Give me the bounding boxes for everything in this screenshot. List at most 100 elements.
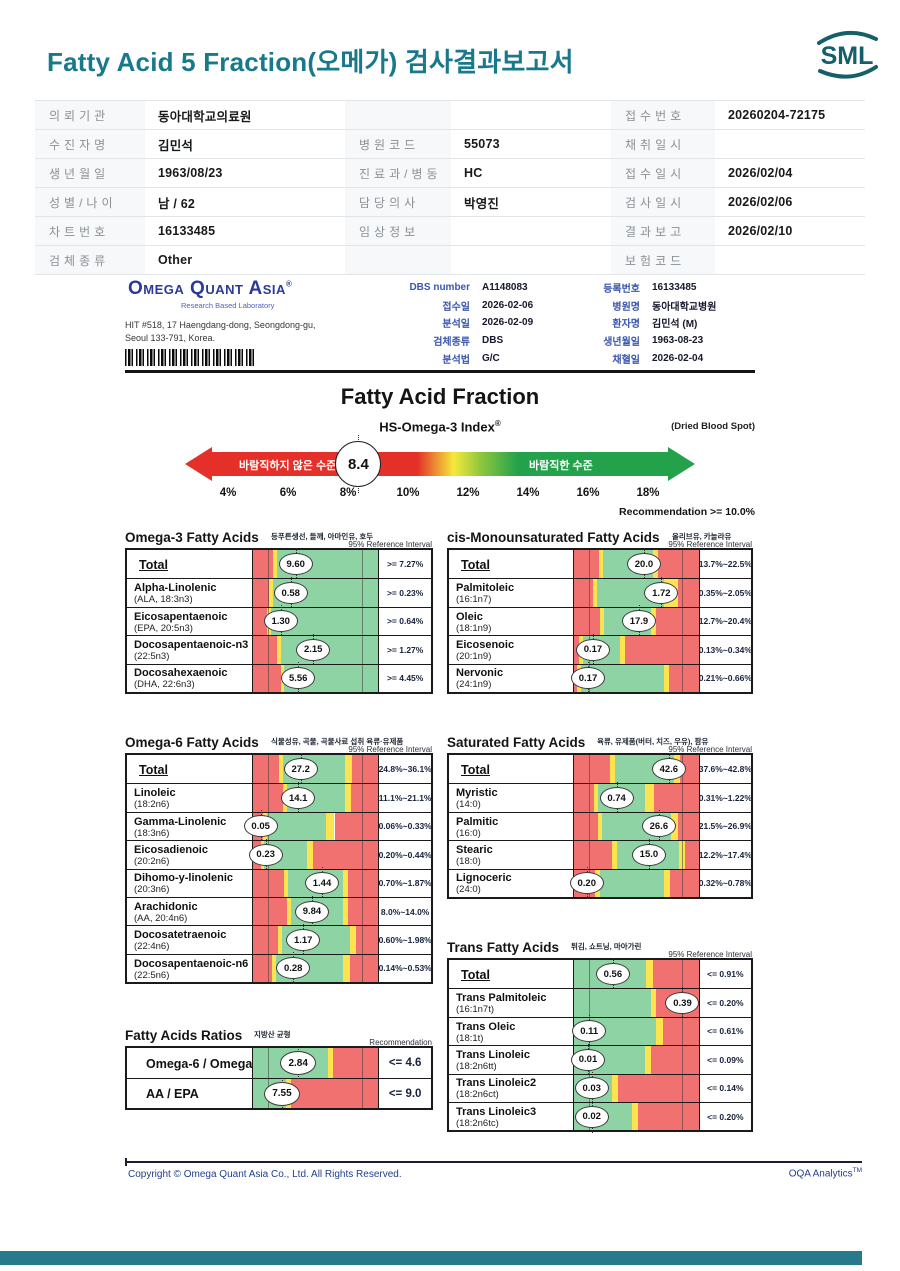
fa-acid-name: Nervonic — [456, 667, 504, 680]
bar-gridline — [267, 897, 269, 926]
bar-gridline — [682, 607, 684, 636]
field-value: 2026/02/04 — [728, 166, 793, 180]
field-value: 동아대학교병원 — [652, 301, 717, 313]
value-bubble: 1.72 — [644, 582, 679, 605]
fa-table-header: Omega-6 Fatty Acids 식물성유, 곡물, 곡물사료 섭취 육류·… — [125, 731, 433, 754]
fa-name-cell: Total — [449, 960, 575, 989]
lab-field-row: DBS number A1148083 — [370, 279, 533, 297]
sml-arc-top — [817, 31, 878, 45]
fa-bar-cell: 27.2 — [253, 753, 380, 786]
bottom-accent-bar — [0, 1251, 862, 1265]
value-marker: 0.17 — [571, 662, 622, 700]
fa-bar-cell: 17.9 — [574, 605, 700, 638]
fa-interval-label: 95% Reference Interval — [348, 745, 432, 754]
field-value — [451, 246, 611, 274]
lab-fields-right: 등록번호 16133485 병원명 동아대학교병원 환자명 김민석 (M) 생년월일 1963… — [545, 279, 716, 367]
field-label: 등록번호 — [603, 284, 640, 296]
value-marker: 14.1 — [281, 782, 332, 820]
fa-acid-name: Total — [461, 762, 490, 777]
value-bubble: 1.17 — [286, 929, 321, 952]
bar-segment-yellow — [599, 550, 603, 579]
fa-name-cell: Omega-6 / Omega-3 — [127, 1048, 263, 1078]
fa-reference-value: 8.0%~14.0% — [380, 906, 430, 917]
fa-name-cell: Lignoceric (24:0) — [449, 869, 575, 897]
fa-acid-notation: (AA, 20:4n6) — [134, 912, 188, 924]
bar-gridline — [682, 550, 684, 579]
bar-gridline — [588, 812, 590, 841]
value-marker: 1.44 — [304, 867, 356, 905]
fa-row-trans-linoleic3: Trans Linoleic3 (18:2n6tc) 0.02 <= 0.20% — [449, 1100, 751, 1133]
fa-reference-value: >= 1.27% — [386, 644, 424, 655]
fa-row-trans-linoleic2: Trans Linoleic2 (18:2n6ct) 0.03 <= 0.14% — [449, 1072, 751, 1105]
value-bubble: 9.60 — [278, 553, 313, 576]
fa-name-cell: Eicosapentaenoic (EPA, 20:5n3) — [127, 607, 254, 636]
fa-table-subtitle-kr: 지방산 균형 — [254, 1030, 291, 1039]
bar-gridline — [267, 784, 269, 812]
fa-bar-cell: 0.17 — [574, 633, 700, 666]
field-value: 2026-02-04 — [652, 352, 704, 364]
lab-field-row: 접수일 2026-02-06 — [370, 297, 533, 315]
fa-name-cell: Total — [449, 550, 575, 579]
bar-segment-yellow — [663, 664, 669, 692]
value-marker: 0.05 — [243, 810, 295, 848]
value-bubble: 0.39 — [665, 992, 700, 1015]
value-bubble: 9.84 — [294, 900, 329, 923]
fa-row-lignoceric: Lignoceric (24:0) 0.20 0.32%~0.78% — [449, 867, 752, 900]
fa-acid-name: Total — [139, 762, 168, 777]
gauge-label-undesirable: 바람직하지 않은 수준 — [239, 460, 337, 472]
fa-acid-notation: (16:0) — [456, 827, 481, 839]
patient-info-row: 검체종류 Other 보험코드 — [35, 246, 865, 275]
bar-segment-green — [600, 869, 664, 897]
fa-acid-name: Eicosapentaenoic — [134, 610, 228, 623]
field-value — [715, 130, 865, 158]
fa-acid-notation: (18:1t) — [456, 1032, 484, 1044]
fa-acid-name: Stearic — [456, 844, 493, 857]
value-bubble: 0.05 — [243, 815, 278, 838]
fa-reference-value: 0.06%~0.33% — [378, 821, 432, 832]
fa-table-cis-mono: cis-Monounsaturated Fatty Acids 올리브유, 카놀라… — [447, 526, 753, 695]
bar-gridline — [362, 1048, 364, 1078]
value-bubble: 0.03 — [574, 1077, 609, 1100]
bar-gridline — [682, 1017, 684, 1046]
field-label: 검사일시 — [611, 188, 715, 216]
field-label: 분석일 — [442, 319, 470, 331]
bar-segment-red — [617, 1074, 699, 1102]
fa-interval-label: 95% Reference Interval — [668, 745, 752, 754]
field-label: 담당의사 — [345, 188, 451, 216]
bar-gridline — [682, 812, 684, 841]
fa-acid-name: Linoleic — [134, 787, 176, 800]
fa-reference-value: 11.1%~21.1% — [378, 793, 432, 804]
value-bubble: 27.2 — [283, 758, 318, 781]
value-marker: 0.01 — [571, 1043, 622, 1082]
bar-gridline — [362, 550, 364, 579]
fa-acid-name: Docosatetraenoic — [134, 929, 227, 942]
field-label: 환자명 — [612, 319, 640, 331]
value-marker: 15.0 — [631, 838, 683, 877]
value-bubble: 0.17 — [571, 667, 605, 690]
bar-segment-red — [253, 607, 267, 636]
bar-segment-yellow — [597, 812, 602, 841]
field-value: 16133485 — [652, 282, 697, 294]
fa-acid-notation: (18:2n6tt) — [456, 1061, 497, 1073]
fa-table-title: Omega-6 Fatty Acids — [125, 735, 259, 750]
bar-segment-red — [652, 960, 699, 989]
fa-table-omega6: Omega-6 Fatty Acids 식물성유, 곡물, 곡물사료 섭취 육류·… — [125, 731, 433, 985]
field-value: G/C — [482, 352, 500, 364]
fa-table-title: Saturated Fatty Acids — [447, 735, 586, 750]
gauge-tick-label: 8% — [339, 487, 357, 499]
fa-bar-cell: 1.44 — [253, 867, 380, 900]
bar-segment-red — [653, 784, 699, 812]
field-value — [451, 217, 611, 245]
bar-segment-yellow — [325, 812, 335, 841]
bar-gridline — [362, 812, 364, 841]
gauge-tick-label: 14% — [516, 487, 540, 499]
fa-reference-value: <= 0.91% — [707, 969, 744, 980]
gauge-tick-label: 10% — [396, 487, 420, 499]
fa-row-aa-epa: AA / EPA 7.55 <= 9.0 — [127, 1077, 431, 1110]
gauge-label-desirable: 바람직한 수준 — [529, 460, 593, 472]
value-bubble: 0.11 — [572, 1020, 607, 1043]
bar-segment-red — [625, 636, 699, 664]
bar-gridline — [588, 579, 590, 607]
bar-gridline — [267, 954, 269, 983]
